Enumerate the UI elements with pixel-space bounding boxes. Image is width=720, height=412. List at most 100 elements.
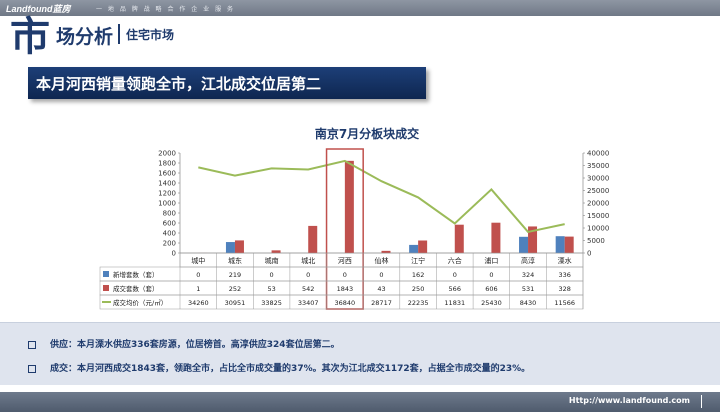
left-tick-label: 200 — [163, 240, 176, 248]
supply-bar — [409, 244, 419, 253]
supply-bar — [519, 236, 529, 253]
table-cell: 566 — [449, 285, 461, 293]
right-tick-label: 10000 — [587, 225, 609, 233]
table-cell: 250 — [412, 285, 424, 293]
right-axis: 40000 35000 30000 25000 20000 15000 10000 5000 0 — [582, 150, 609, 258]
supply-note: 供应：本月溧水供应336套房源，位居榜首。高淳供应324套位居第二。 — [28, 337, 340, 350]
price-line-series — [198, 159, 565, 234]
left-tick-label: 800 — [163, 210, 176, 218]
table-cell: 25430 — [481, 299, 502, 307]
left-tick-label: 1000 — [158, 200, 176, 208]
table-cell: 1843 — [337, 285, 354, 293]
deal-note: 成交：本月河西成交1843套，领跑全市，占比全市成交量的37%。其次为江北成交1… — [28, 361, 530, 374]
title-divider — [118, 24, 120, 44]
deal-bar — [564, 236, 574, 253]
right-tick-label: 0 — [587, 250, 591, 258]
title-big-char: 市 — [10, 14, 50, 60]
table-cell: 1 — [196, 285, 200, 293]
table-cell: 34260 — [188, 299, 209, 307]
table-cell: 0 — [306, 271, 310, 279]
right-tick-label: 20000 — [587, 200, 609, 208]
table-cell: 11831 — [444, 299, 465, 307]
legend-swatch — [103, 285, 109, 291]
category-label: 浦口 — [484, 256, 498, 265]
notes-panel: 供应：本月溧水供应336套房源，位居榜首。高淳供应324套位居第二。 成交：本月… — [0, 322, 720, 385]
left-tick-label: 1200 — [158, 190, 176, 198]
supply-bar — [555, 236, 565, 253]
table-cell: 219 — [229, 271, 241, 279]
headline-text: 本月河西销量领跑全市，江北成交位居第二 — [36, 75, 322, 93]
bullet-icon — [28, 364, 36, 373]
left-tick-label: 2000 — [158, 150, 176, 158]
deal-bar — [418, 240, 428, 253]
table-cell: 328 — [558, 285, 570, 293]
deal-bar — [491, 222, 501, 253]
left-tick-label: 1600 — [158, 170, 176, 178]
table-cell: 36840 — [335, 299, 356, 307]
deal-bar — [308, 225, 318, 253]
table-cell: 0 — [343, 271, 347, 279]
table-cell: 8430 — [520, 299, 537, 307]
table-cell: 0 — [379, 271, 383, 279]
left-tick-label: 1800 — [158, 160, 176, 168]
deal-bar — [234, 240, 244, 253]
legend-swatch — [103, 271, 109, 277]
page-subtitle: 住宅市场 — [126, 28, 175, 42]
table-cell: 0 — [270, 271, 274, 279]
price-line — [198, 159, 565, 234]
table-cell: 43 — [377, 285, 385, 293]
table-cell: 336 — [558, 271, 570, 279]
right-tick-label: 35000 — [587, 162, 609, 170]
table-cell: 30951 — [225, 299, 246, 307]
left-tick-label: 0 — [172, 250, 176, 258]
deal-bar — [528, 226, 538, 253]
category-label: 城南 — [265, 256, 279, 265]
category-label: 溧水 — [558, 256, 572, 265]
footer-bar: Http://www.landfound.com — [0, 392, 720, 412]
deal-bar — [454, 224, 464, 253]
supply-note-text: 供应：本月溧水供应336套房源，位居榜首。高淳供应324套位居第二。 — [50, 340, 340, 350]
table-cell: 53 — [267, 285, 275, 293]
left-tick-label: 1400 — [158, 180, 176, 188]
table-cell: 0 — [453, 271, 457, 279]
right-tick-label: 30000 — [587, 175, 609, 183]
table-row — [99, 294, 584, 310]
district-deal-chart: 南京7月分板块成交 200018001600140012001000800600… — [99, 126, 609, 310]
table-cell: 33825 — [261, 299, 282, 307]
table-cell: 11566 — [554, 299, 575, 307]
supply-bar — [225, 242, 235, 253]
category-label: 城北 — [301, 257, 315, 265]
bullet-icon — [28, 340, 36, 349]
footer-divider — [701, 395, 702, 408]
left-tick-label: 400 — [163, 230, 176, 238]
landfound-logo: Landfound蓝房 — [6, 4, 71, 14]
category-label: 仙林 — [375, 256, 389, 265]
category-label: 江宁 — [411, 256, 425, 265]
table-cell: 28717 — [371, 299, 392, 307]
row-label: 新增套数（套） — [113, 270, 159, 279]
row-label: 成交套数（套） — [113, 284, 159, 293]
table-cell: 0 — [489, 271, 493, 279]
table-cell: 252 — [229, 285, 241, 293]
top-bar: Landfound蓝房 一 地 品 牌 战 略 合 作 企 业 服 务 — [0, 0, 720, 16]
category-label: 河西 — [338, 257, 352, 265]
deal-bar — [344, 160, 354, 253]
right-tick-label: 15000 — [587, 212, 609, 220]
table-cell: 542 — [302, 285, 314, 293]
table-cell: 324 — [522, 271, 534, 279]
category-label: 城东 — [228, 256, 242, 265]
table-row — [99, 266, 584, 282]
deal-bar — [271, 250, 281, 253]
left-tick-label: 600 — [163, 220, 176, 228]
table-cell: 33407 — [298, 299, 319, 307]
category-label: 高淳 — [521, 256, 535, 265]
table-cell: 0 — [196, 271, 200, 279]
bar-series — [198, 160, 574, 253]
table-cell: 606 — [485, 285, 497, 293]
right-tick-label: 5000 — [587, 237, 605, 245]
table-cell: 162 — [412, 271, 424, 279]
headline-banner: 本月河西销量领跑全市，江北成交位居第二 — [28, 67, 426, 99]
category-label: 六合 — [448, 256, 462, 265]
right-tick-label: 40000 — [587, 150, 609, 158]
